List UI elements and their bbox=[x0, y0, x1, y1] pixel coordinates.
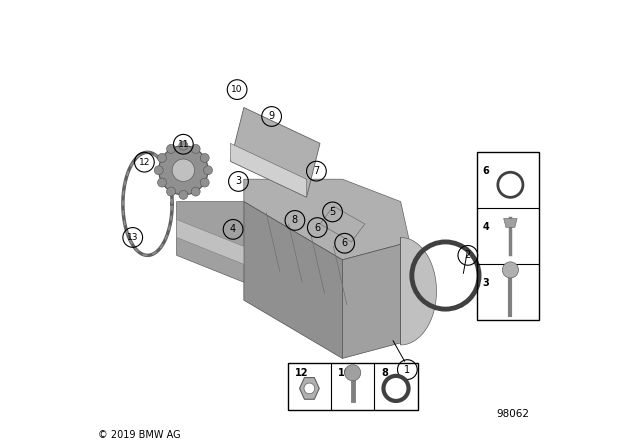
Polygon shape bbox=[320, 206, 365, 242]
Polygon shape bbox=[230, 108, 320, 197]
Polygon shape bbox=[401, 237, 436, 345]
Polygon shape bbox=[300, 378, 319, 399]
Circle shape bbox=[179, 141, 188, 150]
Text: 6: 6 bbox=[482, 166, 489, 177]
Circle shape bbox=[344, 365, 361, 381]
Circle shape bbox=[154, 166, 163, 175]
Text: 8: 8 bbox=[381, 368, 388, 378]
Circle shape bbox=[304, 383, 315, 394]
Circle shape bbox=[157, 178, 166, 187]
Text: 5: 5 bbox=[330, 207, 335, 217]
Text: 3: 3 bbox=[482, 278, 489, 289]
Text: 12: 12 bbox=[139, 158, 150, 167]
Circle shape bbox=[166, 187, 175, 196]
Text: 4: 4 bbox=[482, 222, 489, 233]
Text: 11: 11 bbox=[178, 140, 189, 149]
Circle shape bbox=[166, 144, 175, 153]
Text: 7: 7 bbox=[314, 166, 319, 176]
Circle shape bbox=[191, 187, 200, 196]
Text: © 2019 BMW AG: © 2019 BMW AG bbox=[99, 430, 181, 439]
Polygon shape bbox=[244, 202, 342, 358]
Text: 6: 6 bbox=[314, 223, 321, 233]
Circle shape bbox=[200, 178, 209, 187]
Circle shape bbox=[172, 159, 195, 181]
Circle shape bbox=[191, 144, 200, 153]
Bar bbox=[288, 363, 418, 410]
Text: 98062: 98062 bbox=[497, 409, 530, 419]
Polygon shape bbox=[504, 219, 517, 228]
Text: 10: 10 bbox=[338, 368, 351, 378]
Polygon shape bbox=[230, 143, 307, 197]
Text: 9: 9 bbox=[269, 112, 275, 121]
Polygon shape bbox=[342, 242, 410, 358]
Text: 8: 8 bbox=[292, 215, 298, 225]
Text: 4: 4 bbox=[230, 224, 236, 234]
Circle shape bbox=[200, 153, 209, 163]
Polygon shape bbox=[177, 220, 244, 264]
Circle shape bbox=[179, 190, 188, 199]
Text: 12: 12 bbox=[294, 368, 308, 378]
Text: 6: 6 bbox=[342, 238, 348, 248]
Bar bbox=[477, 152, 539, 320]
Polygon shape bbox=[244, 179, 410, 260]
Polygon shape bbox=[177, 202, 244, 282]
Circle shape bbox=[204, 166, 212, 175]
Text: 10: 10 bbox=[232, 85, 243, 94]
Circle shape bbox=[159, 146, 208, 195]
Circle shape bbox=[502, 262, 518, 278]
Text: 2: 2 bbox=[465, 250, 471, 260]
Circle shape bbox=[157, 153, 166, 163]
Text: 1: 1 bbox=[404, 365, 410, 375]
Text: 3: 3 bbox=[236, 177, 241, 186]
Text: 13: 13 bbox=[127, 233, 138, 242]
